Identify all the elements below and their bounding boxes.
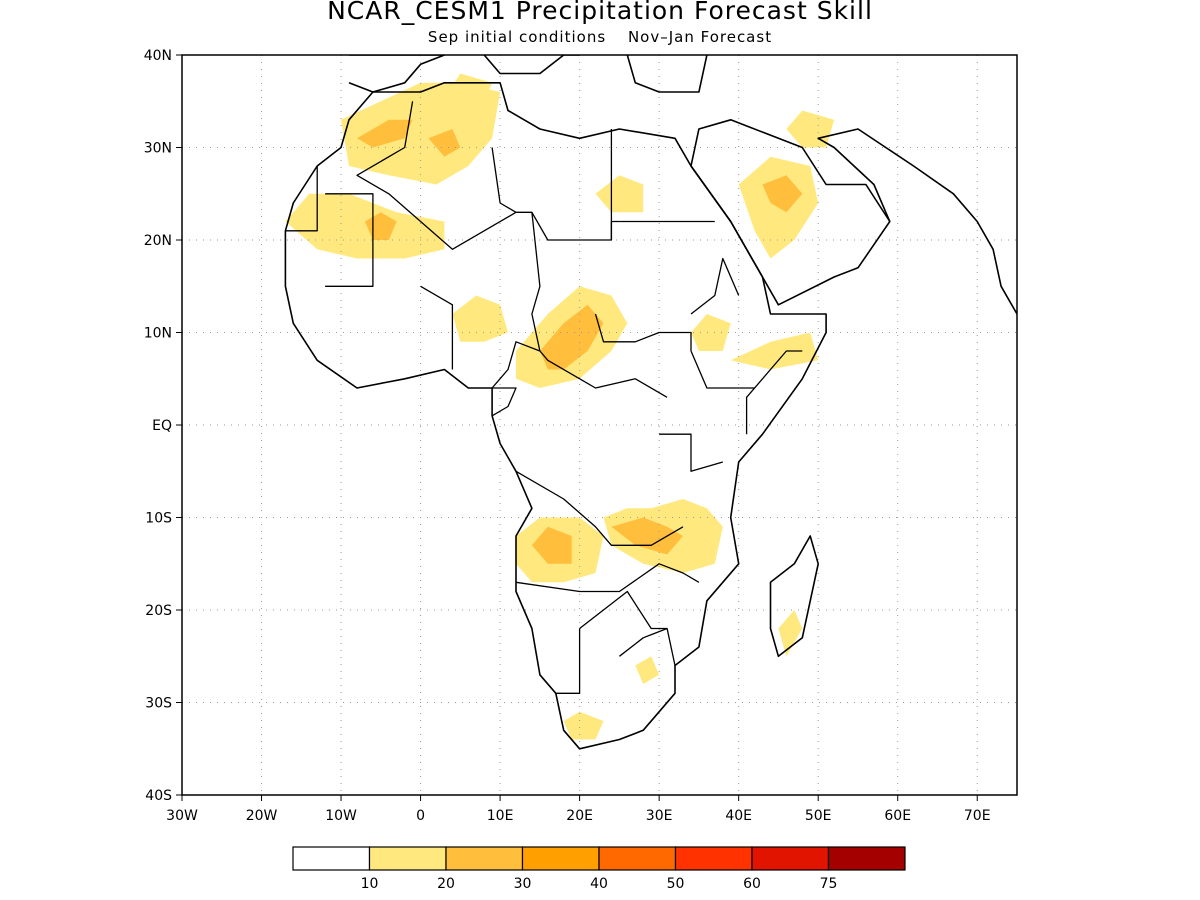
country-border-8 (594, 313, 692, 351)
x-tick-label: 20W (246, 808, 278, 824)
country-border-12 (659, 433, 723, 472)
skill-region-8 (786, 110, 835, 148)
x-tick-label: 0 (416, 808, 425, 824)
colorbar-swatch-4 (598, 846, 677, 871)
country-border-16 (579, 590, 668, 630)
country-border-7 (531, 212, 668, 398)
skill-region-21 (436, 73, 493, 120)
country-border-15 (555, 628, 581, 694)
country-border-14 (515, 563, 700, 593)
country-border-9 (690, 257, 740, 315)
colorbar-swatch-0 (292, 846, 371, 871)
colorbar-swatch-2 (445, 846, 524, 871)
coastline-asia-coast (817, 128, 1017, 315)
country-borders-layer (285, 101, 803, 694)
skill-region-12 (691, 314, 731, 351)
colorbar: 10 20 30 40 50 60 75 (292, 846, 906, 892)
country-border-11 (745, 350, 803, 435)
colorbar-swatch-3 (521, 846, 600, 871)
country-border-19 (491, 341, 541, 389)
skill-region-5 (595, 175, 644, 213)
y-tick-label: 20N (144, 233, 172, 249)
x-tick-label: 40E (725, 808, 752, 824)
country-border-18 (491, 387, 517, 417)
colorbar-swatch-5 (674, 846, 753, 871)
y-tick-label: 40S (145, 788, 172, 804)
x-tick-label: 30W (166, 808, 198, 824)
forecast-period-label: Nov–Jan Forecast (627, 28, 773, 46)
map-title: NCAR_CESM1 Precipitation Forecast Skill (327, 0, 873, 25)
x-tick-label: 50E (805, 808, 832, 824)
coastline-europe-med (483, 55, 580, 75)
y-tick-label: 30N (144, 141, 172, 157)
country-border-6 (420, 285, 454, 370)
skill-region-11 (539, 304, 604, 370)
country-border-17 (619, 627, 676, 666)
country-border-4 (285, 166, 318, 232)
skill-region-3 (285, 193, 445, 259)
skill-region-17 (611, 517, 683, 555)
x-tick-label: 70E (964, 808, 991, 824)
country-border-5 (325, 193, 374, 287)
coastline-caspian-turkey (626, 55, 708, 93)
country-border-10 (690, 350, 755, 389)
skill-region-15 (531, 526, 572, 564)
initial-conditions-label: Sep initial conditions (427, 28, 607, 46)
colorbar-swatch-6 (751, 846, 830, 871)
country-border-13 (515, 470, 684, 546)
y-tick-label: 40N (144, 48, 172, 64)
colorbar-label: 40 (590, 876, 608, 892)
x-tick-label: 20E (566, 808, 593, 824)
skill-region-7 (762, 175, 803, 213)
gridlines (182, 55, 1017, 795)
x-tick-label: 10E (487, 808, 514, 824)
skill-region-1 (357, 119, 413, 148)
skill-region-2 (428, 129, 461, 157)
skill-region-13 (730, 332, 819, 370)
map-frame (181, 54, 1018, 796)
skill-region-18 (635, 656, 660, 684)
skill-region-9 (452, 295, 508, 342)
colorbar-swatch-7 (827, 846, 906, 871)
coastline-iberia (348, 55, 446, 93)
y-tick-label: 30S (145, 696, 172, 712)
colorbar-label: 30 (514, 876, 532, 892)
y-tick-label: 10N (144, 326, 172, 342)
skill-region-19 (563, 711, 604, 740)
y-tick-label: EQ (152, 418, 172, 434)
x-tick-label: 10W (325, 808, 357, 824)
coastlines-layer (284, 55, 1017, 750)
colorbar-label: 20 (437, 876, 455, 892)
skill-region-20 (778, 610, 803, 657)
colorbar-label: 75 (820, 876, 838, 892)
axes: 30W 20W 10W 0 10E 20E 30E 40E 50E 60E 70E 40N 30N 20N… (144, 48, 991, 824)
colorbar-swatch-1 (368, 846, 447, 871)
skill-shading-layer (285, 73, 835, 740)
x-tick-label: 60E (884, 808, 911, 824)
map-subtitle: Sep initial conditions Nov–Jan Forecast (0, 28, 1200, 46)
y-tick-label: 20S (145, 603, 172, 619)
country-border-1 (491, 147, 517, 213)
coastline-madagascar (769, 535, 820, 658)
colorbar-label: 60 (743, 876, 761, 892)
colorbar-label: 10 (361, 876, 379, 892)
x-tick-label: 30E (646, 808, 673, 824)
coastline-africa (284, 82, 827, 750)
colorbar-label: 50 (667, 876, 685, 892)
y-tick-label: 10S (145, 511, 172, 527)
